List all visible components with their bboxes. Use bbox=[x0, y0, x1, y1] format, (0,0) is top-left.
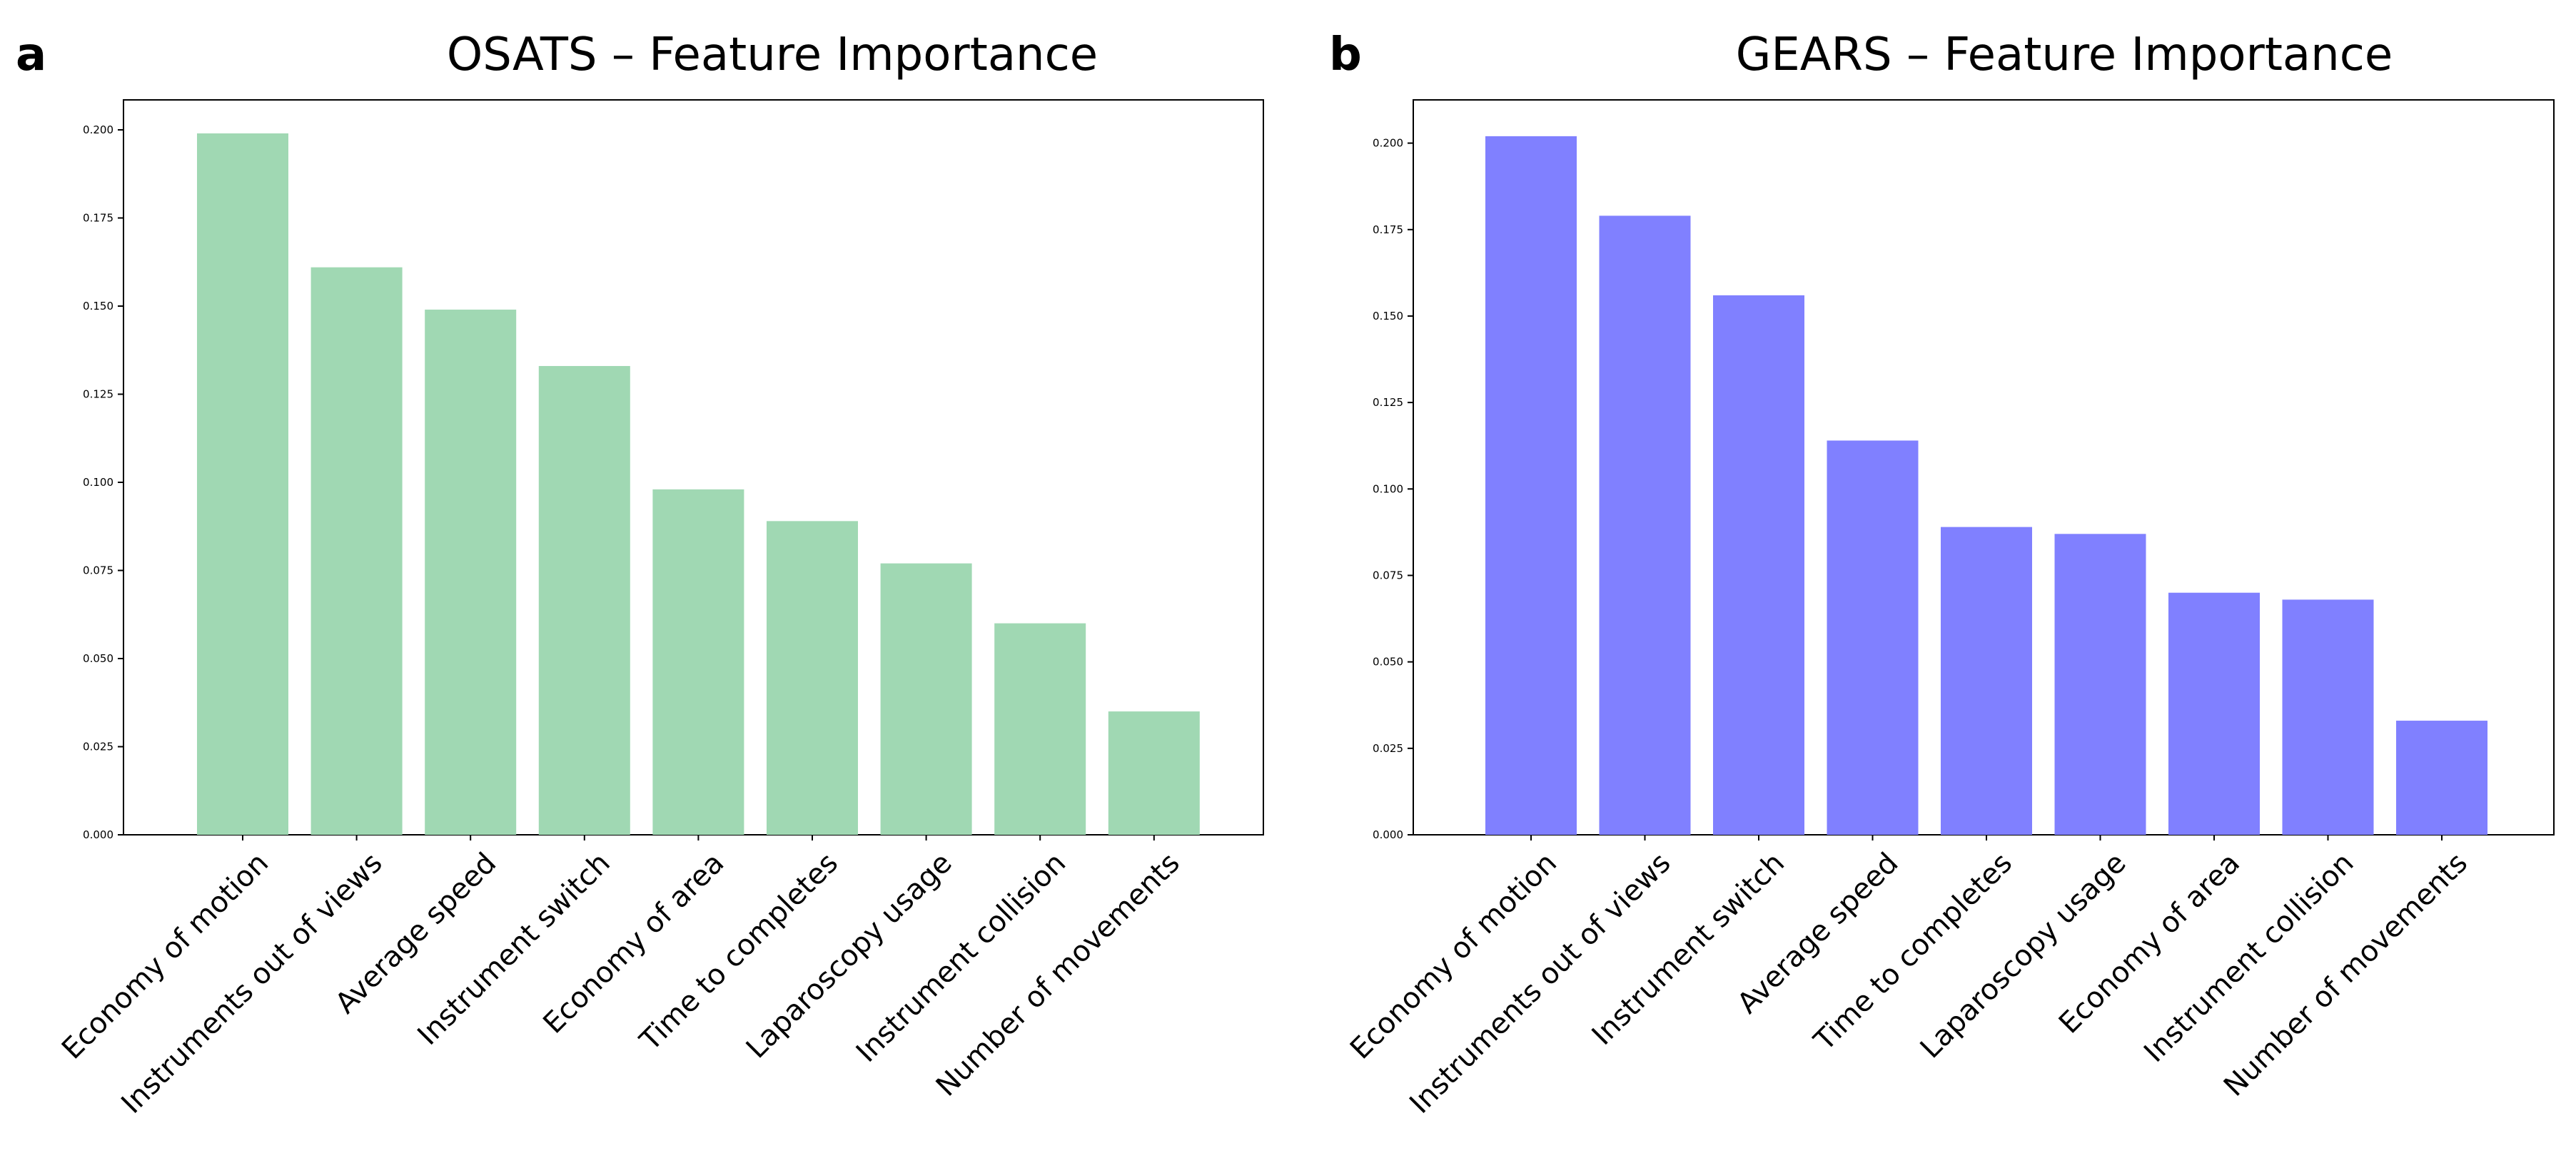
bar bbox=[1713, 295, 1804, 835]
bar bbox=[880, 563, 972, 835]
bar bbox=[2054, 534, 2146, 835]
y-tick-label: 0.000 bbox=[1373, 828, 1403, 841]
bar bbox=[310, 267, 403, 835]
bar bbox=[1941, 527, 2032, 835]
y-tick-label: 0.100 bbox=[83, 476, 113, 489]
bar bbox=[2168, 592, 2260, 835]
bar bbox=[652, 489, 744, 835]
y-tick-label: 0.100 bbox=[1373, 482, 1403, 495]
y-tick-label: 0.000 bbox=[83, 828, 113, 841]
y-tick-label: 0.175 bbox=[1373, 223, 1403, 236]
panel-letter-a: a bbox=[16, 29, 46, 81]
bar bbox=[2396, 721, 2487, 835]
bar bbox=[2282, 599, 2374, 835]
y-axis-b: 0.000 0.025 0.050 0.075 0.100 0.125 0.150 0.175… bbox=[1373, 137, 1413, 841]
y-tick-label: 0.025 bbox=[1373, 742, 1403, 755]
bars-b bbox=[1485, 136, 2487, 836]
panel-b: b GEARS – Feature Importance 0.0000.0250… bbox=[1329, 29, 2555, 1120]
panel-a: a OSATS – Feature Importance 0.0000.0250… bbox=[16, 29, 1264, 1120]
chart-title-b: GEARS – Feature Importance bbox=[1736, 29, 2393, 81]
chart-title-a: OSATS – Feature Importance bbox=[447, 29, 1098, 81]
bars-a bbox=[197, 133, 1200, 836]
x-tick-label: Time to completes bbox=[1807, 847, 2019, 1058]
y-tick-label: 0.125 bbox=[1373, 396, 1403, 409]
bar bbox=[767, 521, 858, 835]
x-tick-label: Economy of motion bbox=[1344, 847, 1563, 1066]
y-tick-label: 0.075 bbox=[1373, 569, 1403, 582]
y-tick-label: 0.025 bbox=[83, 740, 113, 753]
bar bbox=[425, 309, 517, 835]
bar bbox=[994, 623, 1086, 835]
bar bbox=[197, 133, 288, 836]
y-tick-label: 0.200 bbox=[1373, 137, 1403, 150]
bar bbox=[1108, 711, 1200, 835]
y-tick-label: 0.150 bbox=[83, 300, 113, 313]
x-tick-label: Instrument collision bbox=[850, 847, 1072, 1069]
y-tick-label: 0.125 bbox=[83, 387, 113, 400]
bar bbox=[538, 365, 630, 835]
y-tick-label: 0.150 bbox=[1373, 310, 1403, 323]
x-tick-label: Time to completes bbox=[633, 847, 844, 1058]
panel-letter-b: b bbox=[1329, 29, 1362, 81]
x-tick-label: Number of movements bbox=[2218, 847, 2474, 1103]
x-tick-label: Number of movements bbox=[930, 847, 1186, 1103]
y-tick-label: 0.075 bbox=[83, 564, 113, 577]
x-tick-label: Instrument switch bbox=[411, 847, 616, 1052]
bar bbox=[1599, 215, 1691, 835]
y-tick-label: 0.050 bbox=[83, 652, 113, 665]
x-tick-label: Laparoscopy usage bbox=[740, 847, 959, 1065]
y-tick-label: 0.175 bbox=[83, 211, 113, 224]
x-tick-label: Economy of motion bbox=[56, 847, 275, 1066]
y-axis-a: 0.000 0.025 0.050 0.075 0.100 0.125 0.150 0.175… bbox=[83, 123, 123, 841]
y-tick-label: 0.200 bbox=[83, 123, 113, 136]
bar bbox=[1485, 136, 1577, 836]
x-tick-label: Instrument switch bbox=[1586, 847, 1791, 1052]
x-tick-label: Laparoscopy usage bbox=[1914, 847, 2133, 1065]
x-tick-label: Instrument collision bbox=[2138, 847, 2360, 1069]
y-tick-label: 0.050 bbox=[1373, 656, 1403, 669]
bar bbox=[1827, 440, 1919, 835]
